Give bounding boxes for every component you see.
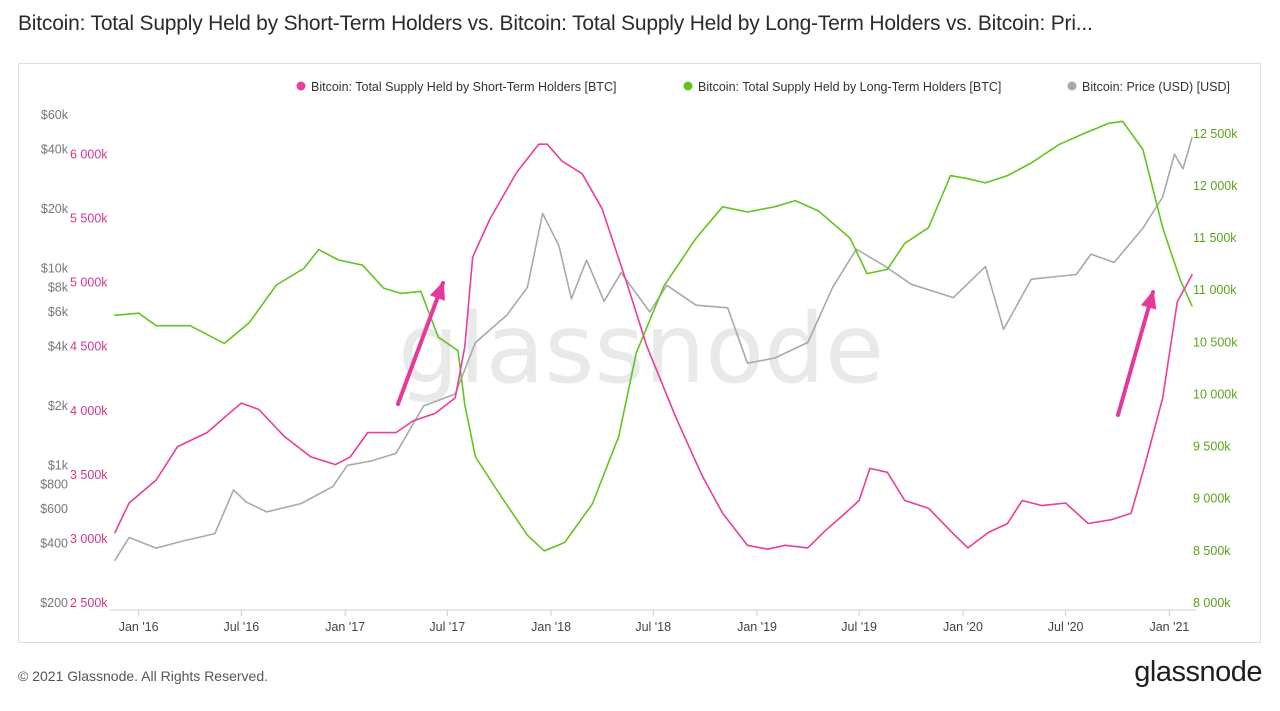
sth-tick-label: 4 000k: [70, 404, 108, 418]
lth-tick-label: 11 500k: [1193, 231, 1237, 245]
price-tick-label: $600: [40, 502, 68, 516]
price-tick-label: $200: [40, 596, 68, 610]
watermark: glassnode: [398, 293, 884, 405]
chart-title: Bitcoin: Total Supply Held by Short-Term…: [18, 12, 1093, 35]
arrow-2021: [1116, 290, 1157, 417]
legend-marker: [296, 81, 306, 91]
price-tick-label: $20k: [41, 202, 69, 216]
arrow-2017: [396, 281, 445, 406]
sth-tick-label: 4 500k: [70, 340, 108, 354]
legend-marker: [1067, 81, 1077, 91]
sth-tick-label: 3 000k: [70, 532, 108, 546]
legend-item-price[interactable]: Bitcoin: Price (USD) [USD]: [1067, 80, 1230, 94]
series-line-lth: [114, 120, 1193, 552]
legend-label: Bitcoin: Total Supply Held by Short-Term…: [311, 80, 616, 94]
price-tick-label: $10k: [41, 261, 69, 275]
x-tick-label: Jul '16: [223, 620, 259, 634]
lth-tick-label: 10 000k: [1193, 387, 1238, 401]
price-tick-label: $60k: [41, 108, 69, 122]
series-line-price: [114, 136, 1193, 562]
copyright-text: © 2021 Glassnode. All Rights Reserved.: [18, 668, 269, 684]
glassnode-logo: glassnode: [1134, 656, 1262, 688]
annotation-arrows: [396, 281, 1157, 417]
lth-tick-label: 12 000k: [1193, 179, 1238, 193]
price-tick-label: $6k: [48, 305, 69, 319]
lth-tick-label: 9 500k: [1193, 440, 1231, 454]
x-tick-label: Jul '20: [1048, 620, 1084, 634]
x-tick-label: Jul '19: [841, 620, 877, 634]
legend-item-sth[interactable]: Bitcoin: Total Supply Held by Short-Term…: [296, 80, 617, 94]
x-tick-label: Jul '17: [429, 620, 465, 634]
lth-tick-label: 8 000k: [1193, 596, 1231, 610]
sth-tick-label: 5 500k: [70, 212, 108, 226]
series-line-sth: [114, 143, 1193, 551]
chart-frame: [18, 63, 1261, 643]
x-tick-label: Jan '16: [119, 620, 159, 634]
legend-marker: [683, 81, 693, 91]
lth-tick-label: 8 500k: [1193, 544, 1231, 558]
lth-tick-label: 10 500k: [1193, 335, 1238, 349]
x-tick-label: Jan '20: [943, 620, 983, 634]
x-tick-label: Jul '18: [635, 620, 671, 634]
price-tick-label: $8k: [48, 280, 69, 294]
legend[interactable]: Bitcoin: Total Supply Held by Short-Term…: [296, 80, 1230, 94]
lth-tick-label: 11 000k: [1193, 283, 1237, 297]
price-tick-label: $4k: [48, 340, 69, 354]
lth-tick-label: 9 000k: [1193, 492, 1231, 506]
legend-label: Bitcoin: Price (USD) [USD]: [1082, 80, 1230, 94]
axes: Jan '16 Jul '16 Jan '17 Jul '17 Jan '18 Jul '…: [40, 108, 1238, 634]
x-tick-label: Jan '18: [531, 620, 571, 634]
sth-tick-label: 6 000k: [70, 147, 108, 161]
lth-tick-label: 12 500k: [1193, 127, 1238, 141]
x-tick-label: Jan '19: [737, 620, 777, 634]
x-tick-label: Jan '17: [325, 620, 365, 634]
series-lines: [114, 120, 1193, 562]
price-tick-label: $2k: [48, 399, 69, 413]
legend-label: Bitcoin: Total Supply Held by Long-Term …: [698, 80, 1001, 94]
x-tick-label: Jan '21: [1149, 620, 1189, 634]
sth-tick-label: 5 000k: [70, 276, 108, 290]
price-tick-label: $800: [40, 477, 68, 491]
price-tick-label: $400: [40, 537, 68, 551]
price-tick-label: $1k: [48, 458, 69, 472]
legend-item-lth[interactable]: Bitcoin: Total Supply Held by Long-Term …: [683, 80, 1002, 94]
sth-tick-label: 2 500k: [70, 596, 108, 610]
price-tick-label: $40k: [41, 143, 69, 157]
sth-tick-label: 3 500k: [70, 468, 108, 482]
